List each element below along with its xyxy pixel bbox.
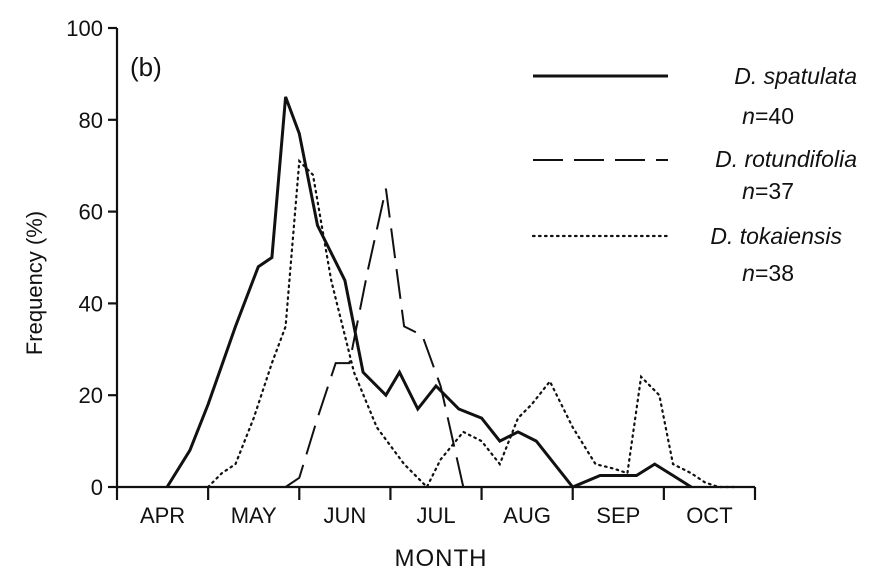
x-tick-label: MAY — [231, 503, 277, 528]
x-axis-title: MONTH — [395, 545, 488, 572]
y-axis-title: Frequency (%) — [22, 211, 47, 355]
legend-series-n: n=37 — [742, 178, 794, 204]
panel-label: (b) — [130, 52, 162, 82]
legend-entry-tokaiensis: D. tokaiensis n=38 — [531, 223, 842, 286]
legend-series-n: n=40 — [742, 103, 794, 129]
x-tick-label: JUN — [323, 503, 366, 528]
y-tick-label: 60 — [79, 200, 103, 225]
y-tick-label: 100 — [66, 16, 103, 41]
legend-series-n: n=38 — [742, 260, 794, 286]
series-lines — [165, 96, 738, 489]
x-tick-label: SEP — [596, 503, 640, 528]
legend-entry-rotundifolia: D. rotundifolia n=37 — [533, 146, 857, 204]
y-tick-label: 0 — [91, 475, 103, 500]
x-tick-label: OCT — [686, 503, 732, 528]
x-ticks: APR MAY JUN JUL AUG SEP OCT — [115, 487, 757, 528]
legend-entry-spatulata: D. spatulata n=40 — [533, 63, 857, 129]
x-tick-label: JUL — [416, 503, 455, 528]
y-tick-label: 20 — [79, 383, 103, 408]
x-tick-label: APR — [140, 503, 185, 528]
y-tick-label: 40 — [79, 291, 103, 316]
legend-series-name: D. rotundifolia — [715, 146, 857, 172]
axes: 0 20 40 60 80 100 APR MAY JUN JUL AUG SEP OCT — [66, 16, 757, 528]
legend-series-name: D. tokaiensis — [710, 223, 842, 249]
series-line-solid — [165, 96, 693, 489]
legend: D. spatulata n=40 D. rotundifolia n=37 D… — [531, 63, 857, 286]
series-line-dashed — [285, 188, 465, 488]
legend-series-name: D. spatulata — [734, 63, 857, 89]
y-tick-label: 80 — [79, 108, 103, 133]
x-tick-label: AUG — [503, 503, 551, 528]
y-ticks: 0 20 40 60 80 100 — [66, 16, 117, 500]
series-line-dotted — [207, 158, 738, 489]
